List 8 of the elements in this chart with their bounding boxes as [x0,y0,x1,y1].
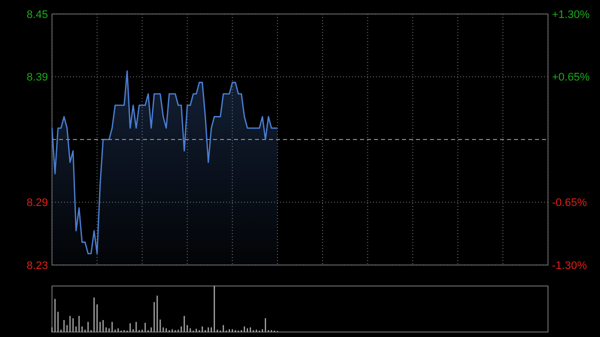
y-tick-label: 8.23 [26,260,48,272]
y2-tick-label: +1.30% [552,8,590,21]
y2-tick-label: -0.65% [552,197,588,210]
y-tick-label: 8.39 [26,72,48,84]
y2-tick-label: +0.65% [552,72,590,84]
y2-tick-label: -1.30% [552,260,588,272]
y-tick-label: 8.29 [26,197,48,210]
y-tick-label: 8.45 [26,8,48,21]
